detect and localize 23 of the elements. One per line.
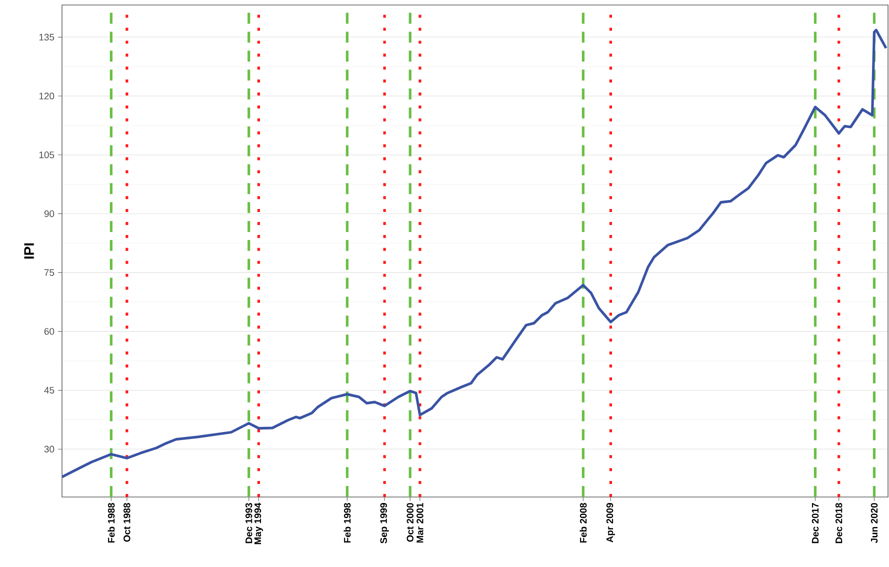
x-tick-label: Dec 2018 (835, 502, 842, 544)
x-tick-label: Apr 2009 (606, 503, 615, 542)
y-axis-title: IPI (24, 243, 34, 259)
y-tick-label: 90 (44, 210, 54, 218)
y-tick-label: 45 (44, 386, 54, 394)
x-tick-label: Mar 2001 (416, 502, 424, 543)
x-tick-label: Feb 1998 (344, 502, 351, 543)
line-series (62, 28, 888, 478)
x-tick-label: Feb 1988 (108, 502, 115, 543)
x-tick-label: Oct 2000 (406, 503, 414, 542)
x-tick-label: Dec 1993 (245, 503, 252, 544)
x-tick-label: May 1994 (254, 502, 263, 544)
x-tick-label: Oct 1988 (124, 502, 130, 542)
y-tick-label: 120 (39, 92, 54, 100)
y-tick-label: 135 (39, 34, 54, 41)
x-tick-label: Feb 2008 (580, 502, 587, 543)
x-tick-label: Sep 1999 (380, 503, 389, 544)
x-tick-label: Dec 2017 (812, 503, 819, 544)
y-tick-label: 75 (44, 269, 54, 276)
y-tick-label: 105 (39, 152, 54, 158)
x-tick-label: Jun 2020 (870, 503, 878, 544)
y-tick-label: 60 (44, 328, 54, 335)
y-tick-label: 30 (44, 446, 54, 452)
